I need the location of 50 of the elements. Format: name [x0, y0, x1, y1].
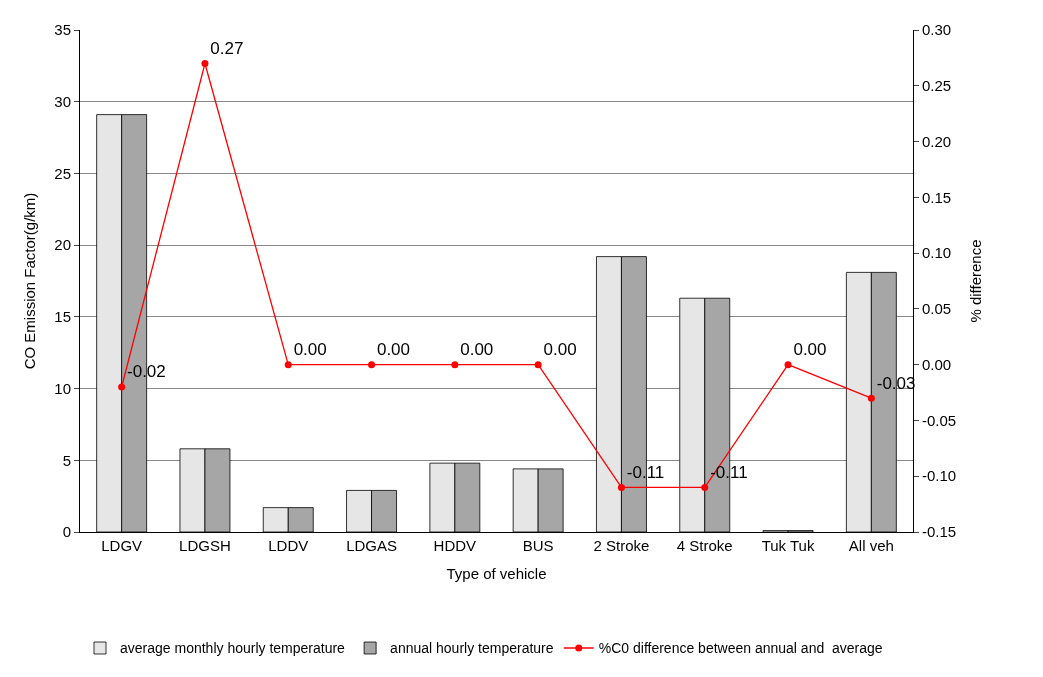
data-label: 0.00	[293, 340, 327, 360]
y-tick-label: 20	[54, 236, 71, 254]
x-tick-label: 2 Stroke	[593, 537, 650, 554]
point	[118, 383, 126, 391]
y-axis-title: CO Emission Factor(g/km)	[20, 192, 38, 370]
x-tick-label: LDGAS	[346, 537, 397, 554]
y2-tick-label: 0.00	[922, 355, 952, 373]
y-tick-label: 5	[62, 451, 71, 469]
y2-tick-label: 0.20	[922, 132, 952, 150]
y2-tick-label: 0.25	[922, 77, 952, 95]
point	[451, 361, 459, 369]
point	[368, 361, 376, 369]
y-tick-label: 35	[54, 21, 71, 39]
y-tick-label: 0	[62, 523, 71, 541]
y2-axis-title: % difference	[967, 239, 985, 323]
y2-tick-label: 0.05	[922, 300, 952, 318]
x-tick-label: HDDV	[433, 537, 477, 554]
y2-tick-label: -0.10	[922, 467, 957, 485]
point	[867, 394, 875, 402]
x-tick-label: All veh	[848, 537, 894, 554]
data-label: 0.00	[543, 340, 577, 360]
x-tick-label: LDDV	[268, 537, 309, 554]
legend-label: %C0 difference between annual and average	[598, 640, 883, 657]
y-tick-label: 10	[54, 379, 71, 397]
point	[201, 59, 209, 67]
y2-tick-label: 0.30	[922, 21, 952, 39]
data-label: 0.00	[460, 340, 494, 360]
x-tick-label: LDGV	[101, 537, 143, 554]
y-tick-label: 30	[54, 92, 71, 110]
data-label: 0.27	[210, 38, 244, 58]
x-axis-title: Type of vehicle	[446, 565, 547, 582]
y-tick-label: 15	[54, 308, 71, 326]
x-tick-label: Tuk Tuk	[761, 537, 815, 554]
y2-tick-label: -0.05	[922, 411, 957, 429]
y2-tick-label: 0.10	[922, 244, 952, 262]
point	[534, 361, 542, 369]
x-tick-label: 4 Stroke	[676, 537, 733, 554]
point	[701, 483, 709, 491]
point	[284, 361, 292, 369]
y2-tick-label: -0.15	[922, 523, 957, 541]
data-label: 0.00	[793, 340, 827, 360]
legend-label: average monthly hourly temperature	[120, 640, 346, 657]
point	[784, 361, 792, 369]
legend-label: annual hourly temperature	[390, 640, 554, 657]
y-tick-label: 25	[54, 164, 71, 182]
x-tick-label: BUS	[522, 537, 554, 554]
x-tick-label: LDGSH	[179, 537, 231, 554]
y2-tick-label: 0.15	[922, 188, 952, 206]
point	[617, 483, 625, 491]
data-label: 0.00	[376, 340, 411, 360]
